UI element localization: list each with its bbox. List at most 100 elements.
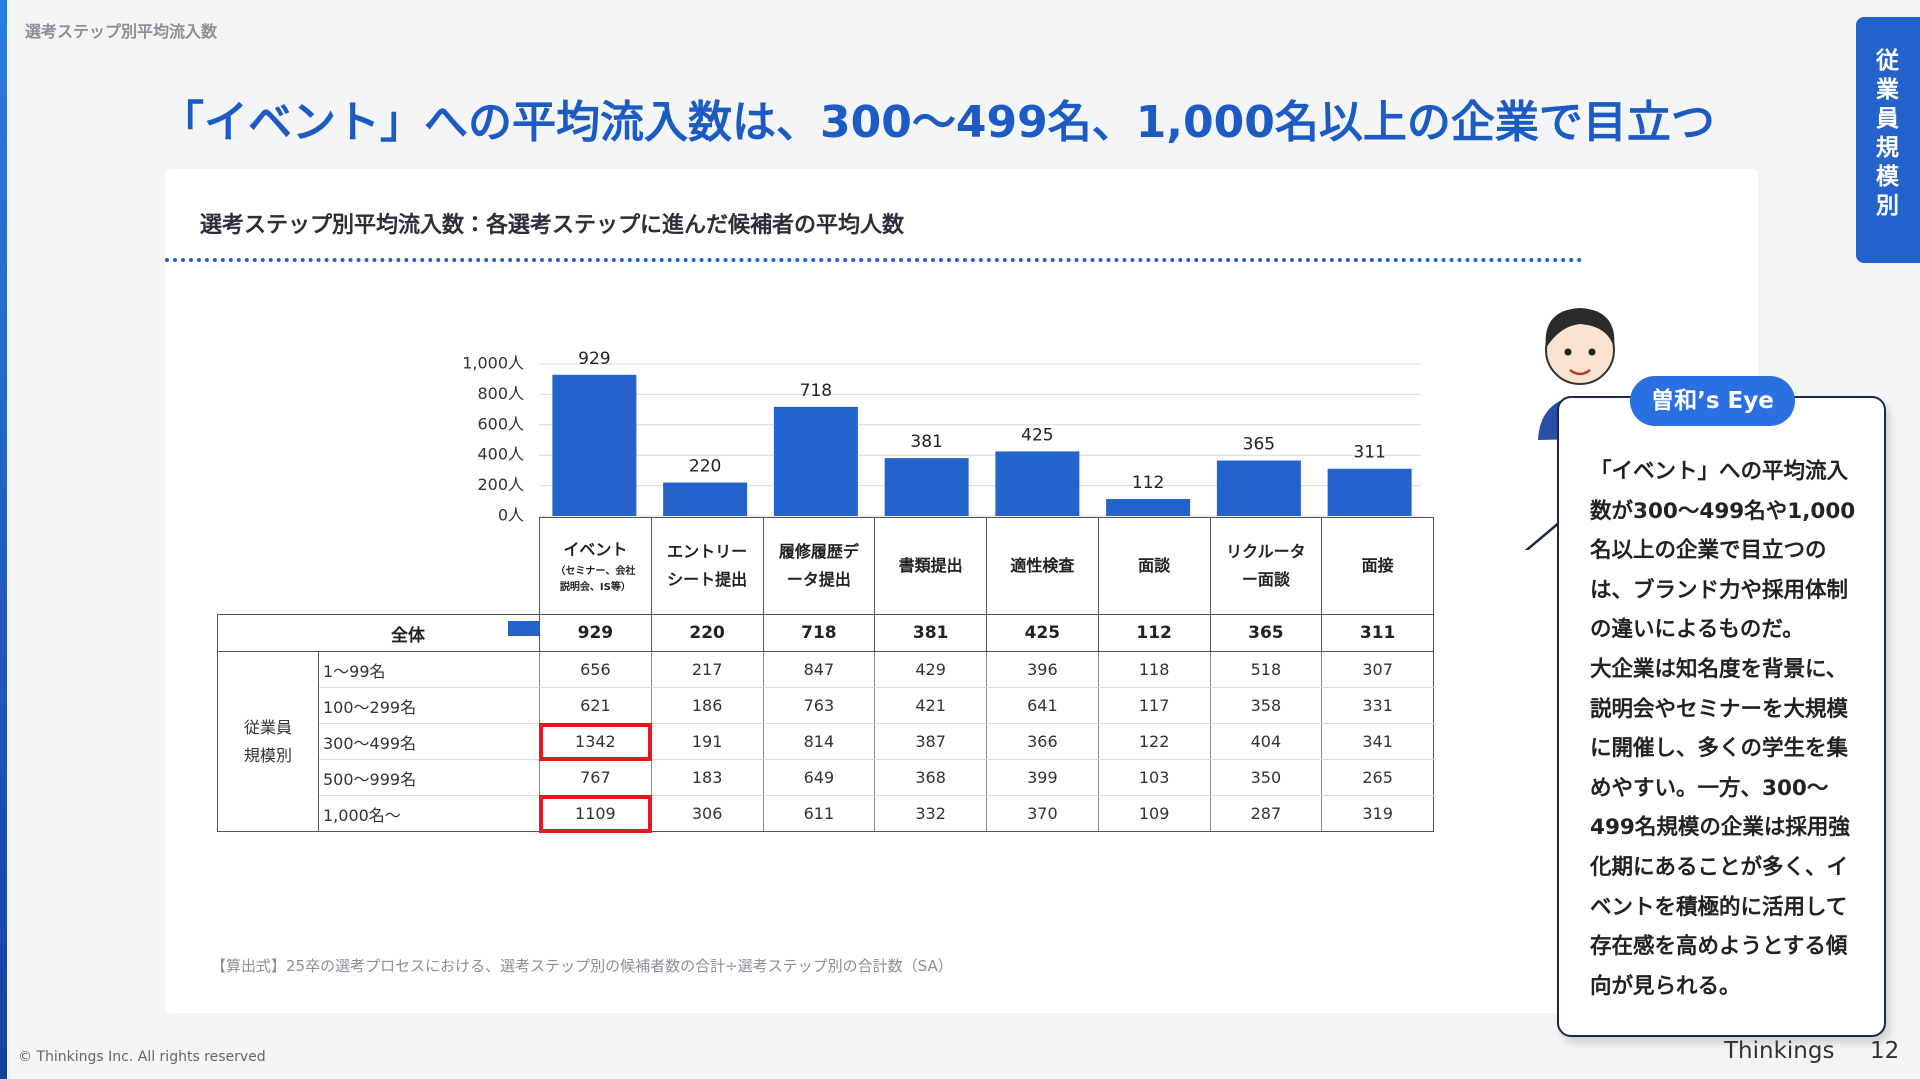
table-cell: 847 — [762, 651, 875, 688]
table-cell: 217 — [650, 651, 763, 688]
table-cell: 1109 — [538, 794, 653, 833]
table-cell: 366 — [986, 723, 1099, 760]
bar — [1327, 468, 1412, 516]
brand: Thinkings — [1724, 1038, 1835, 1064]
y-tick-label: 600人 — [477, 414, 524, 433]
comment-paragraph: 大企業は知名度を背景に、説明会やセミナーを大規模に開催し、多くの学生を集めやすい… — [1590, 656, 1850, 999]
column-header-inner: 書類提出 — [889, 552, 973, 580]
table-cell: 368 — [874, 759, 987, 796]
data-label: 220 — [689, 457, 721, 477]
table-cell: 429 — [874, 651, 987, 688]
table-cell: 122 — [1097, 723, 1210, 760]
chart-title: 選考ステップ別平均流入数：各選考ステップに進んだ候補者の平均人数 — [200, 213, 905, 238]
side-tab-label: 従業員規模別 — [1876, 48, 1899, 219]
copyright: © Thinkings Inc. All rights reserved — [18, 1049, 266, 1065]
category-label: 面接 — [1361, 556, 1394, 575]
table-cell: 109 — [1097, 795, 1210, 832]
comment-paragraph: 「イベント」への平均流入数が300〜499名や1,000名以上の企業で目立つのは… — [1590, 459, 1856, 643]
table-cell: 621 — [539, 687, 652, 724]
table-cell: 265 — [1321, 759, 1434, 796]
table-cell: 118 — [1097, 651, 1210, 688]
mouth — [1569, 368, 1591, 376]
column-header-inner: 面接 — [1336, 552, 1420, 580]
table-cell: 117 — [1097, 687, 1210, 724]
bar — [663, 482, 748, 516]
y-tick-label: 800人 — [477, 384, 524, 403]
row-label: 1,000名〜 — [318, 795, 540, 832]
table-cell: 191 — [650, 723, 763, 760]
table-cell: 341 — [1321, 723, 1434, 760]
table-cell: 350 — [1209, 759, 1322, 796]
table-cell: 370 — [986, 795, 1099, 832]
category-label: エントリーシート提出 — [667, 542, 748, 589]
total-cell: 365 — [1209, 614, 1323, 652]
table-cell: 306 — [650, 795, 763, 832]
column-header-inner: 履修履歴データ提出 — [777, 538, 861, 594]
comment-badge: 曽和’s Eye — [1630, 376, 1795, 426]
table-body: 全体 929 220 718 381 425 112 365 311 従業員規模別 1〜99名 656… — [217, 614, 1434, 833]
total-cell: 718 — [762, 614, 876, 652]
category-label: 書類提出 — [898, 556, 963, 575]
bar — [995, 451, 1080, 516]
category-label: イベント — [563, 540, 628, 559]
data-label: 311 — [1353, 443, 1385, 463]
group-label-cell: 従業員規模別 — [217, 651, 319, 832]
legend-swatch — [508, 620, 539, 636]
table-cell: 656 — [539, 651, 652, 688]
column-header: リクルーター面談 — [1209, 517, 1323, 615]
y-tick-label: 200人 — [477, 475, 524, 494]
breadcrumb: 選考ステップ別平均流入数 — [25, 22, 218, 41]
header-row: イベント （セミナー、会社説明会、IS等） エントリーシート提出 履修履歴データ提出 書… — [218, 517, 1434, 615]
data-label: 425 — [1021, 425, 1053, 445]
column-header: エントリーシート提出 — [650, 517, 764, 615]
column-header: 面談 — [1097, 517, 1211, 615]
table-cell: 518 — [1209, 651, 1322, 688]
table-cell: 767 — [539, 759, 652, 796]
hair — [1545, 308, 1615, 348]
slide-title: 「イベント」への平均流入数は、300〜499名、1,000名以上の企業で目立つ — [160, 97, 1715, 148]
bar — [1216, 460, 1301, 516]
table-cell: 1342 — [538, 722, 653, 761]
table-cell: 387 — [874, 723, 987, 760]
table-cell: 396 — [986, 651, 1099, 688]
y-tick-label: 400人 — [477, 445, 524, 464]
column-header: 履修履歴データ提出 — [762, 517, 876, 615]
row-label: 100〜299名 — [318, 687, 540, 724]
total-cell: 112 — [1097, 614, 1211, 652]
column-header-inner: 面談 — [1112, 552, 1196, 580]
eye — [1564, 348, 1572, 356]
table-cell: 186 — [650, 687, 763, 724]
category-label: 履修履歴データ提出 — [778, 542, 859, 589]
table-cell: 287 — [1209, 795, 1322, 832]
bar — [884, 458, 969, 516]
row-label: 1〜99名 — [318, 651, 540, 688]
y-tick-label: 0人 — [498, 506, 524, 525]
category-note: （セミナー、会社説明会、IS等） — [555, 566, 636, 593]
table-row: 1,000名〜 1109 306 611 332 370 109 287 319 — [218, 794, 1434, 833]
bubble-tail — [1524, 521, 1561, 550]
eye — [1588, 348, 1596, 356]
table-row: 100〜299名 621 186 763 421 641 117 358 331 — [218, 687, 1434, 724]
data-table: イベント （セミナー、会社説明会、IS等） エントリーシート提出 履修履歴データ提出 書… — [217, 517, 1434, 833]
table-cell: 649 — [762, 759, 875, 796]
column-header-inner: イベント （セミナー、会社説明会、IS等） — [553, 536, 637, 596]
category-label: 適性検査 — [1010, 556, 1075, 575]
table-cell: 358 — [1209, 687, 1322, 724]
table-cell: 421 — [874, 687, 987, 724]
data-label: 929 — [578, 349, 610, 369]
bar — [773, 406, 858, 516]
legend-label: 全体 — [391, 625, 425, 646]
total-cell: 381 — [874, 614, 987, 652]
bar — [1106, 498, 1191, 516]
divider — [165, 258, 1583, 262]
accent-stripe — [0, 0, 7, 1079]
column-header-inner: リクルーター面談 — [1224, 538, 1308, 594]
group-label: 従業員規模別 — [243, 717, 292, 765]
table-row: 500〜999名 767 183 649 368 399 103 350 265 — [218, 759, 1434, 796]
table-row: 300〜499名 1342 191 814 387 366 122 404 341 — [218, 722, 1434, 761]
table-cell: 399 — [986, 759, 1099, 796]
column-header: 面接 — [1321, 517, 1434, 615]
table-cell: 319 — [1321, 795, 1434, 832]
